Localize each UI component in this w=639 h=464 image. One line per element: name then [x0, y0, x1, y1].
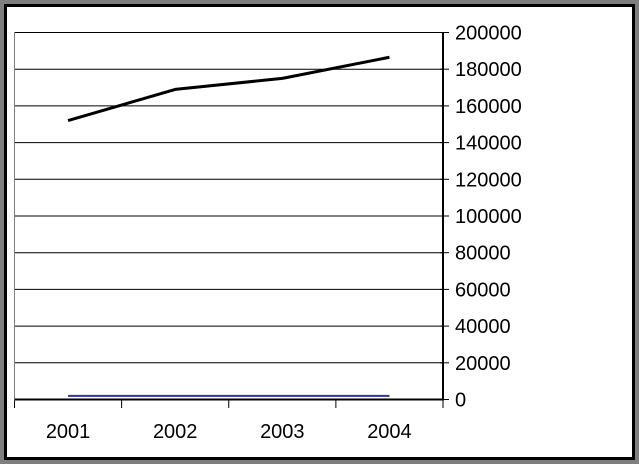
y-tick-label: 60000	[455, 279, 511, 301]
chart-canvas: 0 20000 40000 60000 80000 100000 120000 140000 1…	[4, 4, 635, 460]
y-tick-label: 0	[455, 390, 466, 412]
x-tick-label: 2001	[46, 421, 91, 443]
y-tick-label: 20000	[455, 353, 511, 375]
y-tick-label: 180000	[455, 59, 522, 81]
x-tick-label: 2002	[153, 421, 198, 443]
x-tick-label: 2003	[260, 421, 305, 443]
series-1-line	[67, 55, 390, 123]
y-tick-label: 120000	[455, 169, 522, 191]
y-tick-label: 80000	[455, 243, 511, 265]
y-tick-label: 200000	[455, 23, 522, 45]
y-tick-label: 160000	[455, 96, 522, 118]
line-chart: 0 20000 40000 60000 80000 100000 120000 140000 1…	[14, 23, 522, 443]
y-tick-label: 140000	[455, 133, 522, 155]
x-tick-label: 2004	[367, 421, 412, 443]
y-tick-label: 40000	[455, 316, 511, 338]
y-tick-label: 100000	[455, 206, 522, 228]
